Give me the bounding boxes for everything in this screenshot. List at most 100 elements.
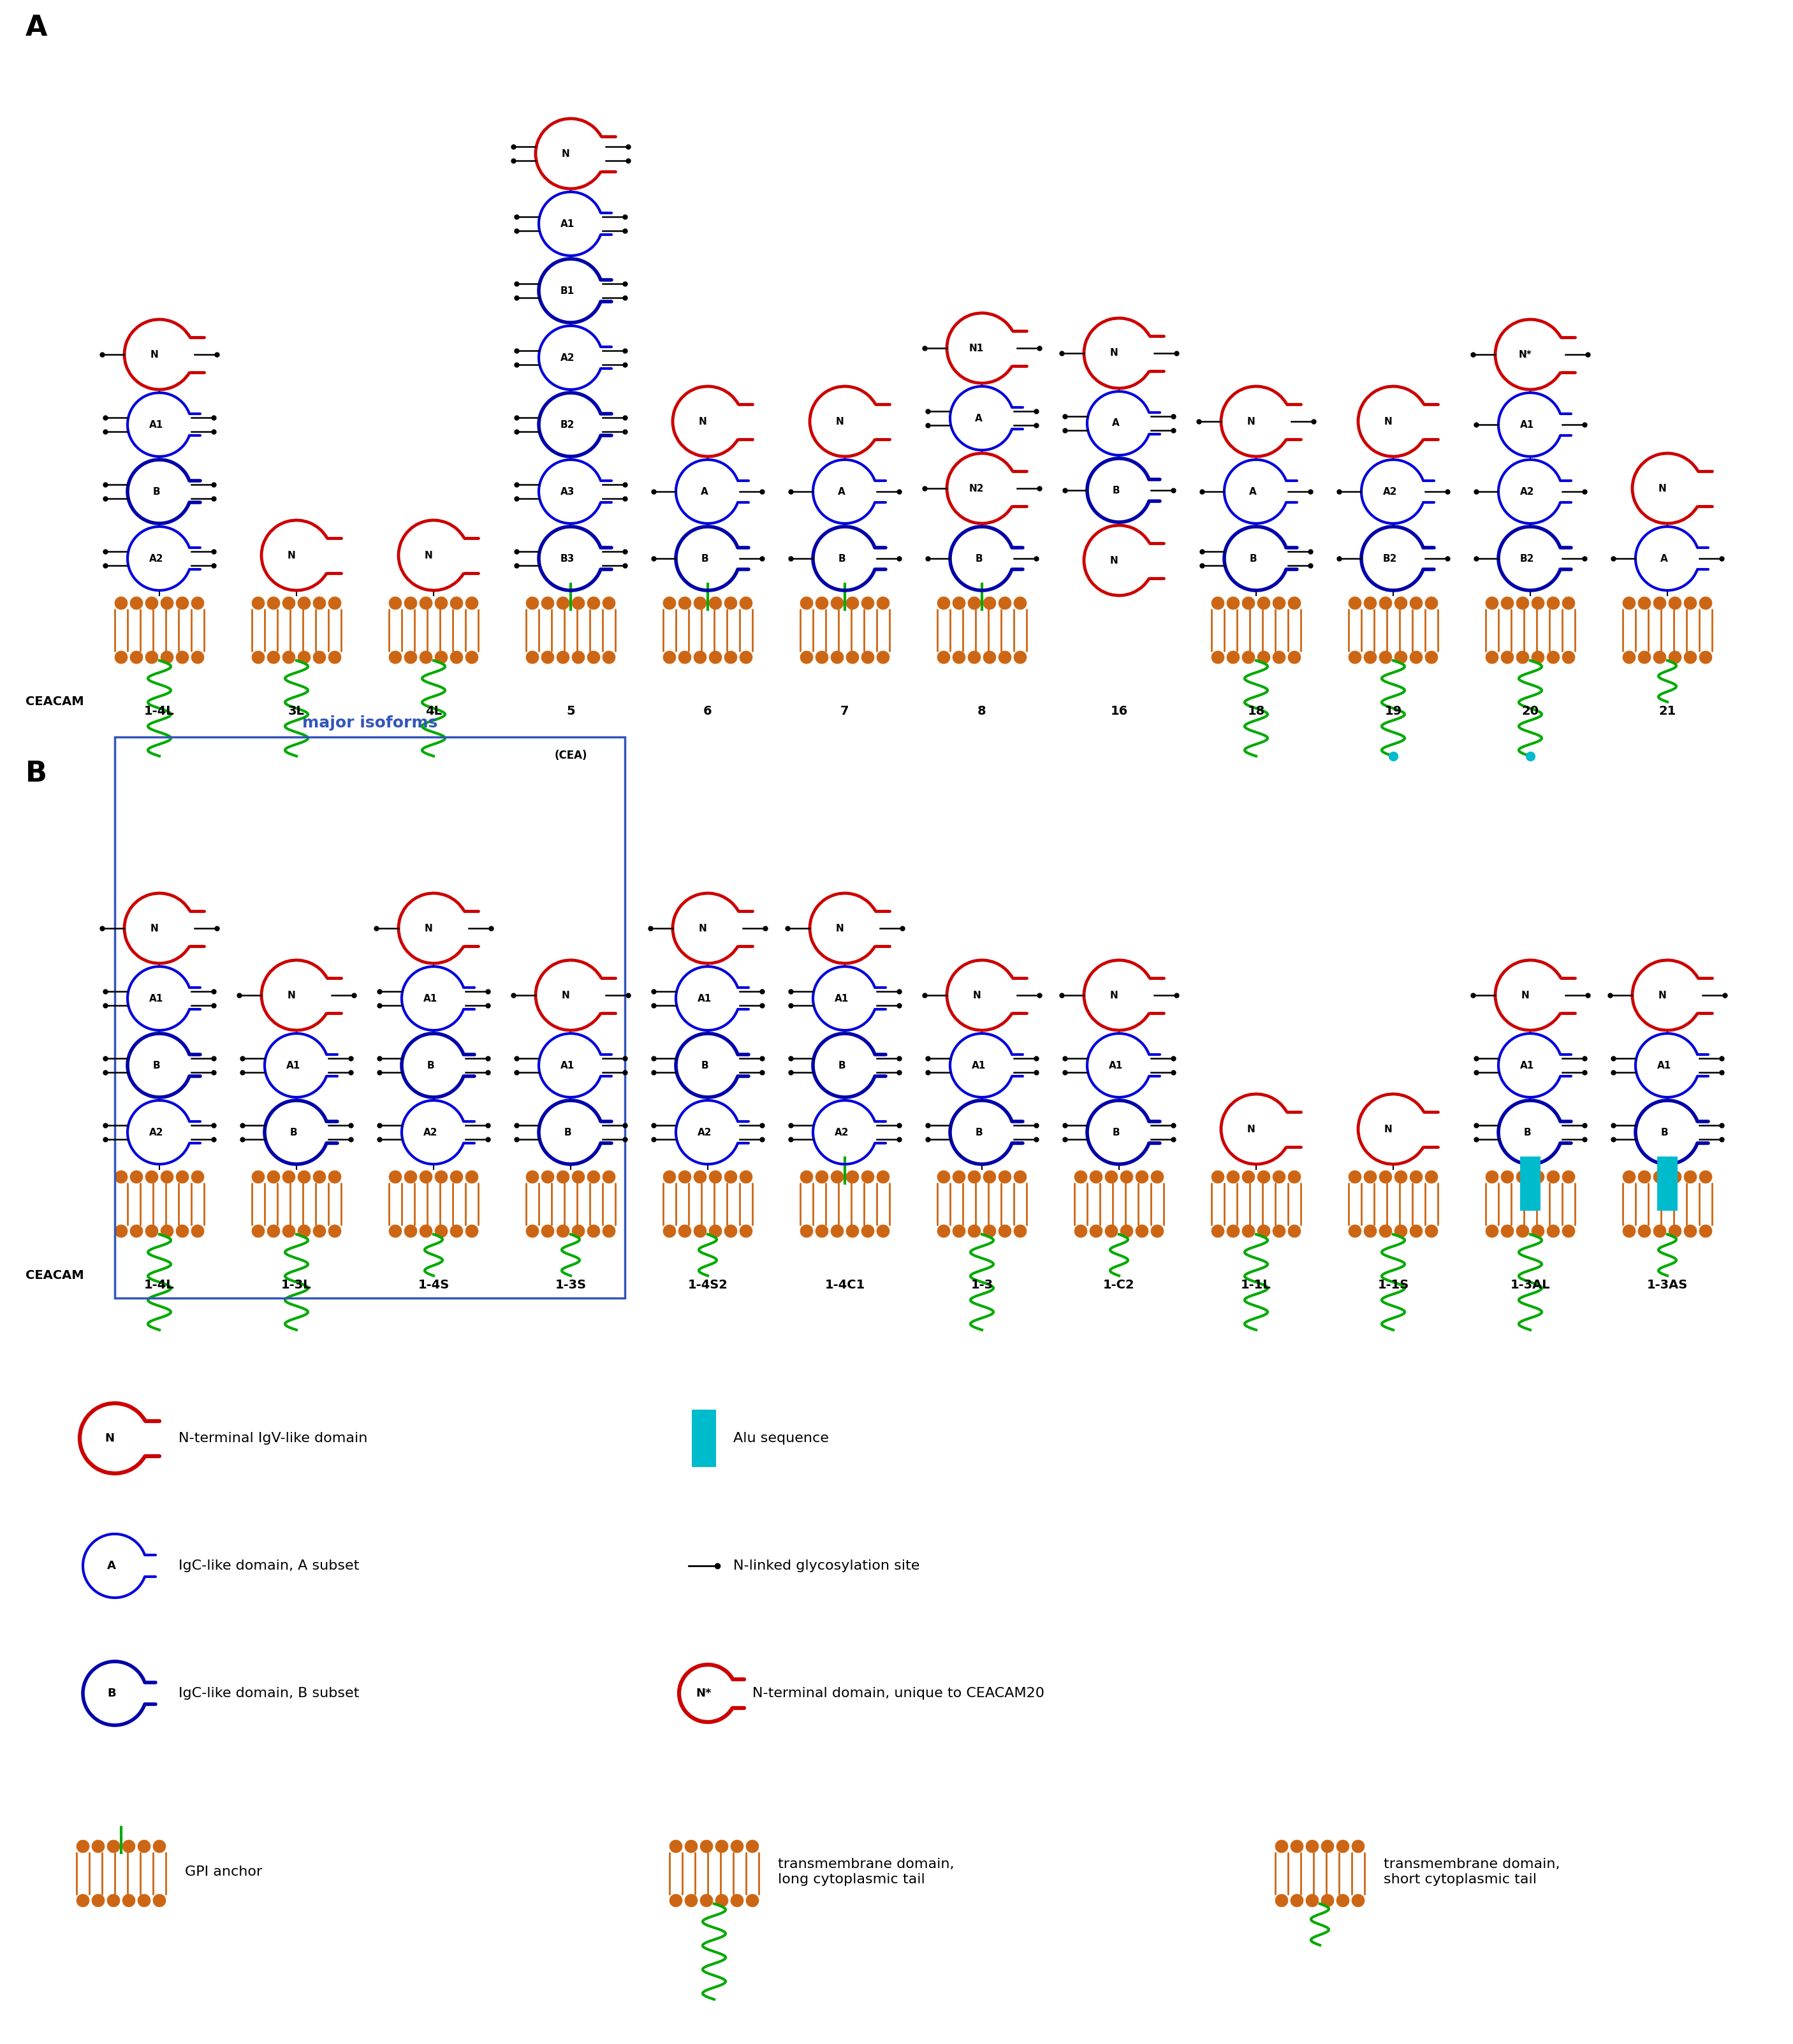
Circle shape xyxy=(1287,1224,1300,1237)
Circle shape xyxy=(1226,1224,1239,1237)
Text: Alu sequence: Alu sequence xyxy=(733,1433,828,1445)
Circle shape xyxy=(251,1171,265,1183)
Circle shape xyxy=(1501,650,1513,664)
Circle shape xyxy=(328,650,341,664)
Text: 3L: 3L xyxy=(289,705,305,717)
Text: N: N xyxy=(1659,484,1666,493)
Bar xyxy=(1657,1157,1678,1210)
Circle shape xyxy=(1700,650,1712,664)
Circle shape xyxy=(1547,650,1560,664)
Text: B: B xyxy=(975,554,983,564)
Circle shape xyxy=(572,1171,585,1183)
Circle shape xyxy=(1257,597,1269,609)
Circle shape xyxy=(830,1224,843,1237)
Bar xyxy=(1520,1157,1540,1210)
Circle shape xyxy=(298,1224,310,1237)
Circle shape xyxy=(1639,650,1651,664)
Circle shape xyxy=(298,650,310,664)
Circle shape xyxy=(1395,650,1408,664)
Circle shape xyxy=(741,1171,753,1183)
Circle shape xyxy=(161,1171,174,1183)
Circle shape xyxy=(1321,1840,1334,1852)
Circle shape xyxy=(1212,597,1225,609)
Circle shape xyxy=(1013,1224,1027,1237)
Circle shape xyxy=(1425,650,1438,664)
Circle shape xyxy=(298,1171,310,1183)
Circle shape xyxy=(846,1224,859,1237)
Text: A2: A2 xyxy=(1520,486,1535,497)
Text: N*: N* xyxy=(696,1688,712,1699)
Circle shape xyxy=(192,597,204,609)
Circle shape xyxy=(115,650,127,664)
Circle shape xyxy=(952,650,965,664)
Circle shape xyxy=(983,650,995,664)
Text: N: N xyxy=(287,991,296,1000)
Circle shape xyxy=(1547,1224,1560,1237)
Text: A: A xyxy=(837,486,846,497)
Circle shape xyxy=(1517,1224,1529,1237)
Circle shape xyxy=(715,1840,728,1852)
Circle shape xyxy=(556,1171,570,1183)
Circle shape xyxy=(741,1224,753,1237)
Circle shape xyxy=(1090,1171,1103,1183)
Circle shape xyxy=(161,650,174,664)
Circle shape xyxy=(861,650,875,664)
Circle shape xyxy=(314,650,326,664)
Circle shape xyxy=(983,597,995,609)
Circle shape xyxy=(450,1171,463,1183)
Circle shape xyxy=(1275,1840,1287,1852)
Circle shape xyxy=(525,650,538,664)
Circle shape xyxy=(694,650,706,664)
Text: A1: A1 xyxy=(287,1061,301,1071)
Text: N: N xyxy=(699,417,706,427)
Circle shape xyxy=(999,597,1011,609)
Circle shape xyxy=(525,1224,538,1237)
Circle shape xyxy=(678,1171,690,1183)
Text: N: N xyxy=(287,550,296,560)
Text: A1: A1 xyxy=(1520,419,1535,429)
Circle shape xyxy=(1409,1171,1422,1183)
Circle shape xyxy=(1425,597,1438,609)
Circle shape xyxy=(572,597,585,609)
Circle shape xyxy=(267,597,280,609)
Text: 1-4S2: 1-4S2 xyxy=(689,1280,728,1292)
Circle shape xyxy=(192,650,204,664)
Circle shape xyxy=(251,1224,265,1237)
Text: N: N xyxy=(699,924,706,932)
Circle shape xyxy=(1639,597,1651,609)
Text: A1: A1 xyxy=(1520,1061,1535,1071)
Circle shape xyxy=(1486,597,1499,609)
Circle shape xyxy=(176,650,188,664)
Circle shape xyxy=(1104,1224,1117,1237)
Circle shape xyxy=(572,1224,585,1237)
Circle shape xyxy=(1257,1224,1269,1237)
Circle shape xyxy=(816,597,828,609)
Circle shape xyxy=(1562,597,1574,609)
Circle shape xyxy=(403,650,418,664)
Circle shape xyxy=(1547,597,1560,609)
Circle shape xyxy=(1151,1171,1164,1183)
Text: A1: A1 xyxy=(1657,1061,1671,1071)
Circle shape xyxy=(1336,1840,1348,1852)
Circle shape xyxy=(938,1224,950,1237)
Circle shape xyxy=(588,650,601,664)
Circle shape xyxy=(1501,597,1513,609)
Circle shape xyxy=(1074,1171,1087,1183)
Circle shape xyxy=(588,597,601,609)
Circle shape xyxy=(1409,650,1422,664)
Circle shape xyxy=(420,1171,432,1183)
Circle shape xyxy=(1287,1171,1300,1183)
Circle shape xyxy=(436,597,448,609)
Circle shape xyxy=(663,597,676,609)
Circle shape xyxy=(800,597,812,609)
Text: A2: A2 xyxy=(697,1128,712,1136)
Circle shape xyxy=(450,650,463,664)
Circle shape xyxy=(1700,597,1712,609)
Text: 1-3L: 1-3L xyxy=(282,1280,312,1292)
Circle shape xyxy=(1547,1171,1560,1183)
Circle shape xyxy=(1562,1171,1574,1183)
Circle shape xyxy=(741,597,753,609)
Circle shape xyxy=(999,1171,1011,1183)
Circle shape xyxy=(1684,597,1696,609)
Circle shape xyxy=(1243,1224,1255,1237)
